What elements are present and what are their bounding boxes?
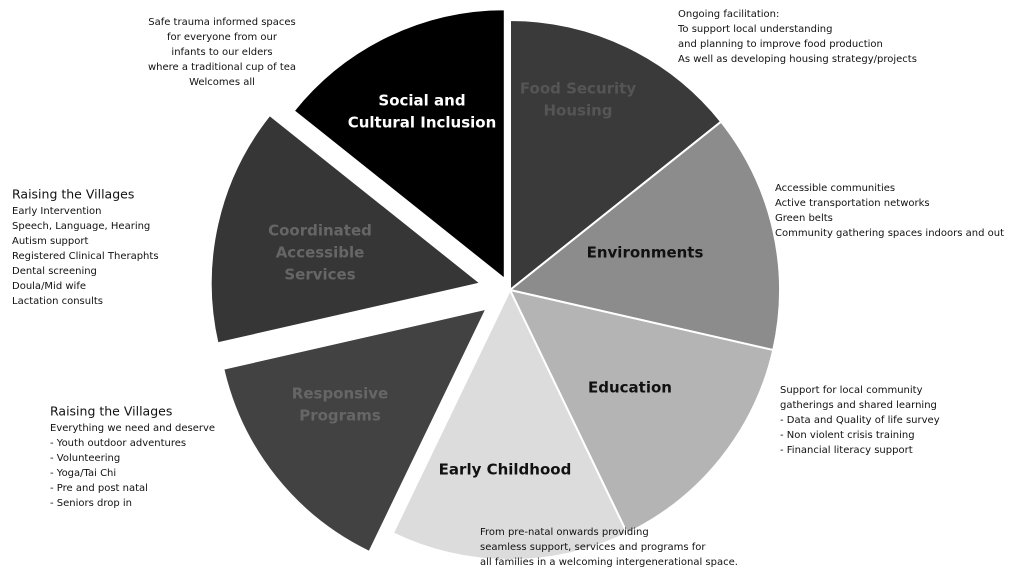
segment-label: Environments — [587, 244, 704, 262]
note-line: - Data and Quality of life survey — [780, 415, 940, 426]
segment-label: Cultural Inclusion — [348, 114, 497, 132]
note-line: Ongoing facilitation: — [678, 9, 779, 20]
note-line: Dental screening — [12, 266, 97, 277]
note-line: and planning to improve food production — [678, 39, 883, 50]
note-line: Community gathering spaces indoors and o… — [775, 228, 1004, 239]
segment-label: Responsive — [292, 385, 388, 403]
note-line: Early Intervention — [12, 206, 101, 217]
segment-label: Housing — [543, 102, 612, 120]
segment-label: Education — [588, 379, 672, 397]
wheel-segment — [292, 8, 506, 282]
segment-label: Coordinated — [268, 222, 372, 240]
note-line: - Financial literacy support — [780, 445, 913, 456]
note-line: Accessible communities — [775, 183, 895, 194]
segment-label: Services — [284, 266, 355, 284]
segment-label: Programs — [299, 407, 381, 425]
note-line: all families in a welcoming intergenerat… — [480, 557, 738, 568]
note-line: gatherings and shared learning — [780, 400, 937, 411]
segment-label: Early Childhood — [439, 461, 572, 479]
wheel-segment — [391, 287, 629, 562]
note-line: - Yoga/Tai Chi — [50, 468, 116, 479]
wheel-segment — [508, 288, 775, 535]
note-line: Speech, Language, Hearing — [12, 221, 150, 232]
note-line: - Youth outdoor adventures — [50, 438, 186, 449]
note-line: infants to our elders — [171, 47, 272, 58]
note-line: Registered Clinical Theraphts — [12, 251, 159, 262]
segment-label: Social and — [378, 92, 465, 110]
wheel-segment — [209, 113, 483, 345]
note-line: Everything we need and deserve — [50, 423, 215, 434]
note-line: for everyone from our — [167, 32, 278, 43]
note-line: - Pre and post natal — [50, 483, 148, 494]
note-line: From pre-natal onwards providing — [480, 527, 649, 538]
note-line: As well as developing housing strategy/p… — [678, 54, 917, 65]
note-line: Active transportation networks — [775, 198, 930, 209]
note-line: Lactation consults — [12, 296, 103, 307]
note-line: Safe trauma informed spaces — [148, 17, 296, 28]
note-line: - Non violent crisis training — [780, 430, 915, 441]
note-line: Doula/Mid wife — [12, 281, 86, 292]
note-line: where a traditional cup of tea — [148, 62, 296, 73]
note-heading: Raising the Villages — [50, 404, 172, 419]
wheel-segment — [507, 120, 781, 352]
segment-label: Accessible — [276, 244, 365, 262]
wheel-segment — [222, 307, 489, 554]
note-line: - Seniors drop in — [50, 498, 132, 509]
wheel-segment — [509, 18, 723, 293]
note-heading: Raising the Villages — [12, 187, 134, 202]
note-line: Green belts — [775, 213, 833, 224]
note-line: To support local understanding — [677, 24, 832, 35]
note-line: Welcomes all — [189, 77, 255, 88]
segment-label: Food Security — [520, 80, 636, 98]
note-line: Support for local community — [780, 385, 923, 396]
note-line: Autism support — [12, 236, 88, 247]
note-line: - Volunteering — [50, 453, 120, 464]
note-line: seamless support, services and programs … — [480, 542, 706, 553]
